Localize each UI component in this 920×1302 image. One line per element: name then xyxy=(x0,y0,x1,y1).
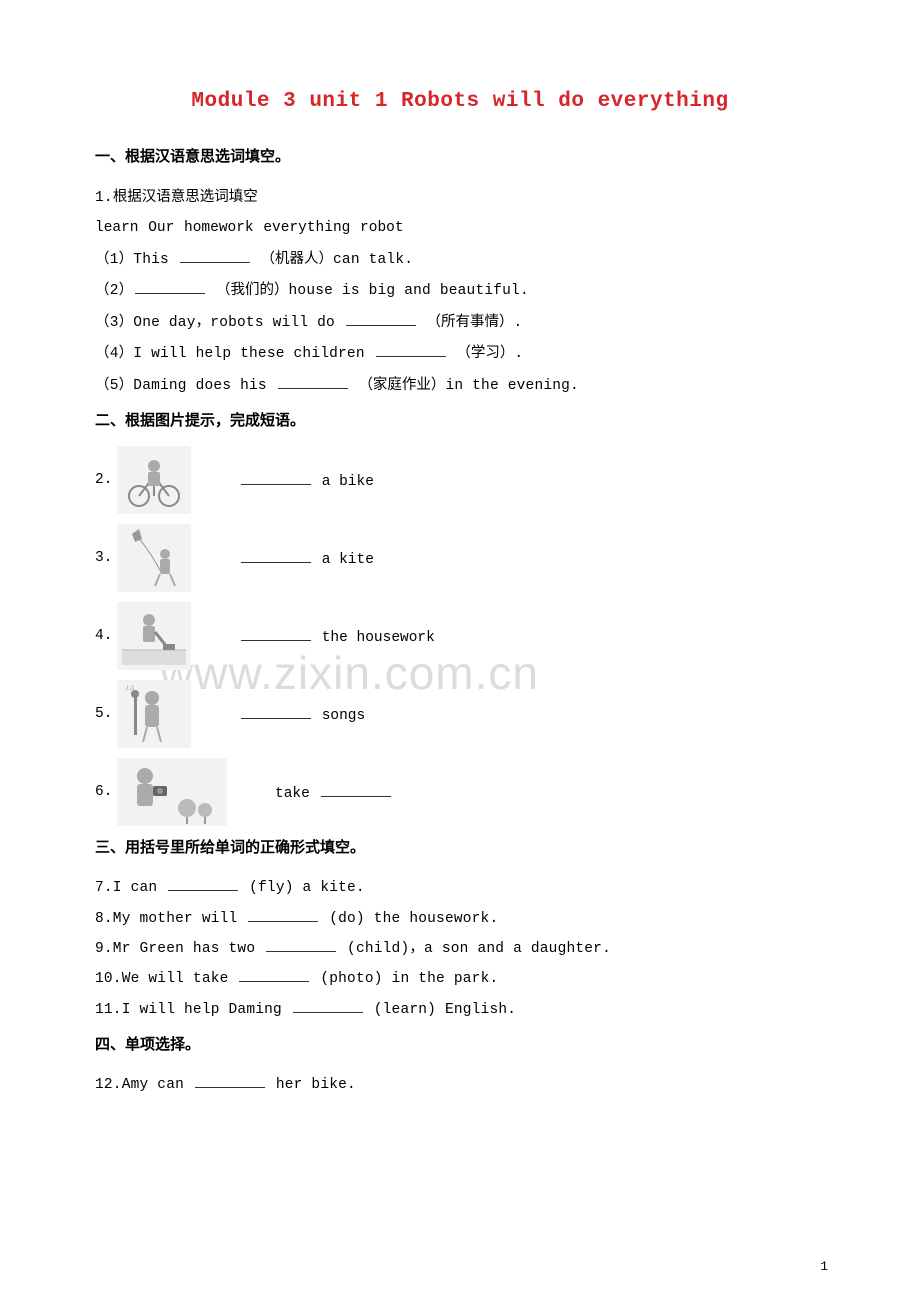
q11: 11.I will help Daming (learn) English. xyxy=(95,995,825,1025)
blank xyxy=(321,783,391,797)
blank xyxy=(241,549,311,563)
bike-image xyxy=(117,446,191,514)
q11-pre: 11.I will help Daming xyxy=(95,1002,291,1018)
blank xyxy=(248,908,318,922)
q3: （3）One day，robots will do （所有事情）. xyxy=(95,307,825,338)
q8: 8.My mother will (do) the housework. xyxy=(95,904,825,934)
q4: （4）I will help these children （学习）. xyxy=(95,338,825,369)
item-text: take xyxy=(275,783,393,802)
q5-paren: （家庭作业） xyxy=(358,377,445,393)
blank xyxy=(241,471,311,485)
img-item-2: 2. a bike xyxy=(95,446,825,514)
sing-image: ♪♫ xyxy=(117,680,191,748)
q2-pre: （2） xyxy=(95,283,133,299)
item-num: 4. xyxy=(95,628,113,644)
blank xyxy=(168,877,238,891)
item-tail: a kite xyxy=(313,552,374,568)
q3-tail: . xyxy=(514,315,523,331)
svg-text:♪♫: ♪♫ xyxy=(125,683,135,692)
q10-paren: (photo) in the park. xyxy=(311,971,498,987)
q2-tail: house is big and beautiful. xyxy=(289,283,529,299)
q1-pre: （1）This xyxy=(95,252,178,268)
item-text: a bike xyxy=(239,471,374,490)
blank xyxy=(241,705,311,719)
item-num: 3. xyxy=(95,550,113,566)
camera-image xyxy=(117,758,227,826)
section3-heading: 三、用括号里所给单词的正确形式填空。 xyxy=(95,836,825,857)
blank xyxy=(293,999,363,1013)
q9-pre: 9.Mr Green has two xyxy=(95,941,264,957)
q7: 7.I can (fly) a kite. xyxy=(95,873,825,903)
document-content: Module 3 unit 1 Robots will do everythin… xyxy=(95,90,825,1101)
img-item-5: 5. ♪♫ songs xyxy=(95,680,825,748)
housework-image xyxy=(117,602,191,670)
blank xyxy=(346,312,416,326)
q2: （2） （我们的）house is big and beautiful. xyxy=(95,275,825,306)
q5: （5）Daming does his （家庭作业）in the evening. xyxy=(95,370,825,401)
page-title: Module 3 unit 1 Robots will do everythin… xyxy=(95,90,825,113)
item-tail: songs xyxy=(313,708,365,724)
q9-paren: (child)，a son and a daughter. xyxy=(338,941,611,957)
img-item-4: 4. the housework xyxy=(95,602,825,670)
q5-tail: in the evening. xyxy=(445,378,579,394)
blank xyxy=(135,280,205,294)
q1: （1）This （机器人）can talk. xyxy=(95,244,825,275)
item-text: songs xyxy=(239,705,365,724)
item-tail: a bike xyxy=(313,474,374,490)
q11-paren: (learn) English. xyxy=(365,1002,516,1018)
item-num: 2. xyxy=(95,472,113,488)
item-text: a kite xyxy=(239,549,374,568)
item-pre: take xyxy=(275,786,319,802)
img-item-3: 3. a kite xyxy=(95,524,825,592)
page-number: 1 xyxy=(820,1259,828,1274)
blank xyxy=(266,938,336,952)
blank xyxy=(180,249,250,263)
section2-heading: 二、根据图片提示，完成短语。 xyxy=(95,409,825,430)
q12-tail: her bike. xyxy=(267,1077,356,1093)
q7-paren: (fly) a kite. xyxy=(240,880,365,896)
img-item-6: 6. take xyxy=(95,758,825,826)
q1-tail: can talk. xyxy=(333,252,413,268)
blank xyxy=(278,375,348,389)
item-num: 6. xyxy=(95,784,113,800)
q9: 9.Mr Green has two (child)，a son and a d… xyxy=(95,934,825,964)
q3-pre: （3）One day，robots will do xyxy=(95,315,344,331)
blank xyxy=(239,968,309,982)
section4-heading: 四、单项选择。 xyxy=(95,1033,825,1054)
q2-paren: （我们的） xyxy=(216,282,289,298)
q4-tail: . xyxy=(514,346,523,362)
q5-pre: （5）Daming does his xyxy=(95,378,276,394)
q4-paren: （学习） xyxy=(456,345,514,361)
q12-pre: 12.Amy can xyxy=(95,1077,193,1093)
blank xyxy=(195,1074,265,1088)
kite-image xyxy=(117,524,191,592)
item-tail: the housework xyxy=(313,630,435,646)
q4-pre: （4）I will help these children xyxy=(95,346,374,362)
blank xyxy=(376,343,446,357)
q1-paren: （机器人） xyxy=(261,251,334,267)
blank xyxy=(241,627,311,641)
q8-paren: (do) the housework. xyxy=(320,911,498,927)
q3-paren: （所有事情） xyxy=(427,314,514,330)
q12: 12.Amy can her bike. xyxy=(95,1070,825,1100)
q10: 10.We will take (photo) in the park. xyxy=(95,964,825,994)
q10-pre: 10.We will take xyxy=(95,971,237,987)
section1-intro: 1.根据汉语意思选词填空 xyxy=(95,182,825,213)
section1-heading: 一、根据汉语意思选词填空。 xyxy=(95,145,825,166)
word-bank: learn Our homework everything robot xyxy=(95,213,825,243)
q7-pre: 7.I can xyxy=(95,880,166,896)
item-text: the housework xyxy=(239,627,435,646)
item-num: 5. xyxy=(95,706,113,722)
q8-pre: 8.My mother will xyxy=(95,911,246,927)
intro-text: 根据汉语意思选词填空 xyxy=(113,189,258,205)
intro-num: 1. xyxy=(95,190,113,206)
